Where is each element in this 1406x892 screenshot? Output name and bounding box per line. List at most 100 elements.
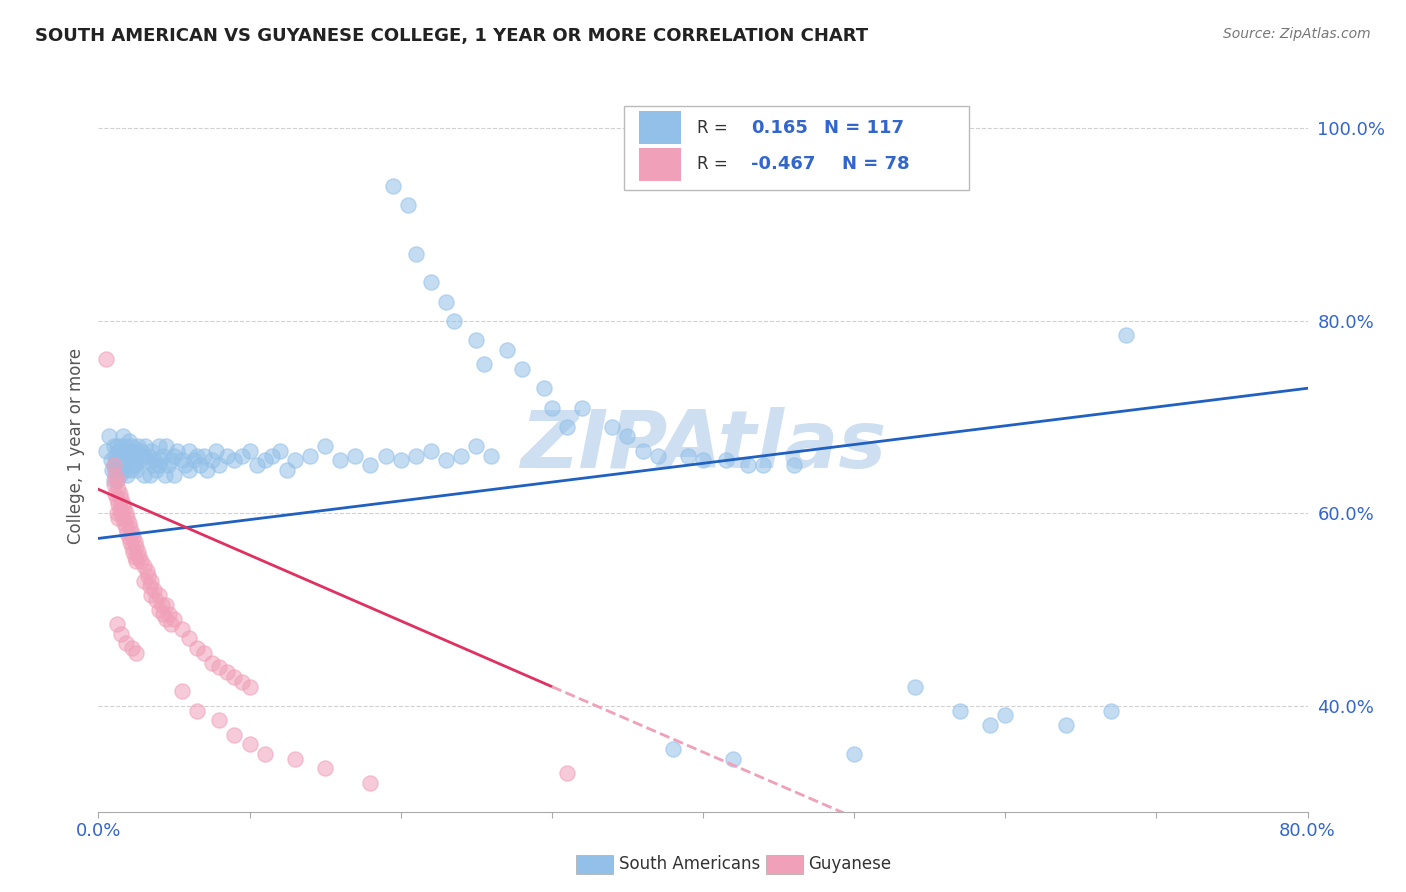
Point [118,516,141,530]
Point [122,530,145,544]
Point [143,453,166,467]
Point [405,246,427,260]
Point [374,449,396,463]
Bar [638,112,682,145]
Point [103,458,125,473]
Point [120,535,142,549]
Point [139,467,162,482]
Point [141,588,163,602]
Point [115,467,138,482]
Point [170,453,193,467]
Point [208,714,231,728]
Point [111,497,134,511]
Point [135,564,157,578]
Point [110,507,132,521]
Point [115,525,138,540]
Point [616,429,638,443]
Point [465,333,488,347]
Point [105,507,128,521]
Point [112,516,135,530]
Point [111,511,134,525]
Point [114,458,136,473]
Point [188,458,211,473]
Point [134,439,156,453]
Point [420,443,443,458]
Text: R =: R = [697,155,733,173]
Point [105,439,128,453]
Point [1115,328,1137,343]
Point [155,598,177,612]
Point [103,458,125,473]
Point [360,458,382,473]
Point [443,314,465,328]
Point [170,622,193,636]
Point [269,443,291,458]
Point [120,443,142,458]
Point [231,674,253,689]
FancyBboxPatch shape [624,106,969,190]
Point [128,453,150,467]
Point [120,463,142,477]
Text: 0.165: 0.165 [751,119,808,136]
Point [239,443,262,458]
Point [540,401,562,415]
Point [193,449,215,463]
Point [159,607,181,622]
Point [105,617,128,632]
Point [125,554,148,568]
Point [253,453,276,467]
Point [152,607,174,622]
Point [949,704,972,718]
Point [135,453,157,467]
Point [105,491,128,506]
Point [396,198,419,212]
Point [110,458,132,473]
Point [510,362,533,376]
Point [844,747,866,761]
Point [136,449,159,463]
Point [148,602,170,616]
Point [108,501,131,516]
Point [676,449,699,463]
Point [205,443,228,458]
Point [186,449,208,463]
Point [122,449,145,463]
Point [262,449,284,463]
Point [752,458,775,473]
Point [555,766,578,780]
Point [111,453,134,467]
Point [125,540,148,554]
Point [142,458,165,473]
Point [465,439,488,453]
Point [186,704,208,718]
Point [111,429,134,443]
Point [420,276,443,290]
Text: Source: ZipAtlas.com: Source: ZipAtlas.com [1223,27,1371,41]
Point [112,463,135,477]
Point [148,439,170,453]
Text: -0.467: -0.467 [751,155,815,173]
Text: South Americans: South Americans [619,855,759,873]
Point [314,439,336,453]
Point [314,761,336,775]
Point [125,443,148,458]
Point [723,752,745,766]
Point [121,540,143,554]
Point [105,473,128,487]
Point [124,535,146,549]
Point [344,449,367,463]
Point [276,463,298,477]
Point [299,449,322,463]
Point [472,357,495,371]
Point [125,646,148,660]
Point [979,718,1001,732]
Point [284,453,307,467]
Point [1099,704,1122,718]
Point [141,574,163,588]
Point [121,439,143,453]
Point [120,521,142,535]
Point [239,680,262,694]
Point [105,453,128,467]
Point [127,545,149,559]
Point [434,453,457,467]
